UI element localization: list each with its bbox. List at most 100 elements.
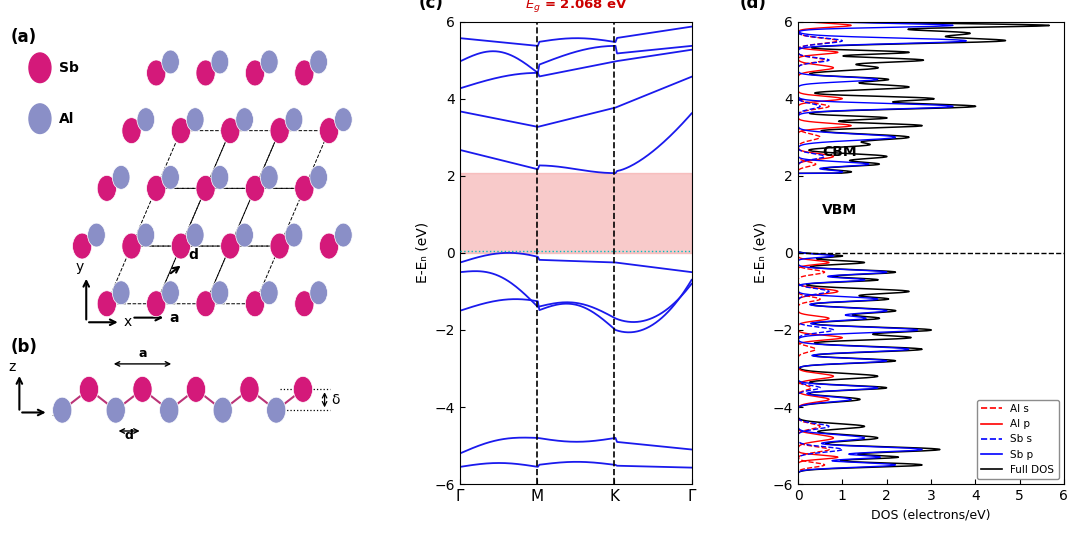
- Circle shape: [310, 50, 327, 74]
- Circle shape: [122, 118, 141, 144]
- Sb s: [792, 268, 805, 275]
- Circle shape: [137, 108, 154, 132]
- Circle shape: [195, 291, 215, 317]
- Circle shape: [245, 175, 265, 201]
- Circle shape: [211, 281, 229, 305]
- Circle shape: [260, 281, 279, 305]
- Circle shape: [187, 223, 204, 247]
- Line: Sb p: Sb p: [798, 22, 967, 484]
- X-axis label: DOS (electrons/eV): DOS (electrons/eV): [872, 508, 990, 522]
- Circle shape: [147, 175, 166, 201]
- Al p: [792, 268, 805, 275]
- Circle shape: [220, 233, 240, 259]
- Sb p: [877, 268, 890, 275]
- Text: a: a: [170, 312, 179, 325]
- Al s: [792, 256, 805, 263]
- Circle shape: [295, 175, 314, 201]
- Text: a: a: [138, 347, 147, 360]
- Circle shape: [195, 60, 215, 86]
- Al s: [792, 18, 805, 25]
- Circle shape: [310, 166, 327, 189]
- Legend: Al s, Al p, Sb s, Sb p, Full DOS: Al s, Al p, Sb s, Sb p, Full DOS: [977, 400, 1058, 479]
- Circle shape: [294, 377, 312, 402]
- Text: d: d: [188, 248, 198, 263]
- Circle shape: [220, 118, 240, 144]
- Line: Full DOS: Full DOS: [798, 22, 1050, 484]
- Sb p: [792, 117, 805, 123]
- Sb s: [792, 481, 805, 487]
- Text: CBM: CBM: [822, 145, 858, 159]
- Full DOS: [825, 18, 838, 25]
- Line: Al s: Al s: [798, 22, 838, 484]
- Line: Al p: Al p: [798, 22, 851, 484]
- Sb s: [792, 256, 805, 263]
- Sb p: [808, 32, 821, 38]
- Al s: [818, 268, 831, 275]
- Full DOS: [950, 32, 963, 38]
- Circle shape: [195, 175, 215, 201]
- Circle shape: [310, 281, 327, 305]
- Circle shape: [133, 377, 152, 402]
- Sb s: [792, 457, 805, 464]
- Circle shape: [240, 377, 259, 402]
- Sb p: [825, 457, 838, 464]
- Circle shape: [235, 108, 254, 132]
- Circle shape: [270, 233, 289, 259]
- Circle shape: [87, 223, 105, 247]
- Circle shape: [285, 223, 302, 247]
- Al p: [799, 256, 812, 263]
- Y-axis label: E-Eₙ (eV): E-Eₙ (eV): [415, 222, 429, 284]
- Circle shape: [211, 50, 229, 74]
- Circle shape: [72, 233, 92, 259]
- Full DOS: [812, 256, 825, 263]
- Full DOS: [834, 457, 847, 464]
- Circle shape: [267, 397, 286, 423]
- Sb p: [792, 481, 805, 487]
- Sb s: [796, 32, 809, 38]
- Circle shape: [335, 108, 352, 132]
- Circle shape: [320, 118, 339, 144]
- Text: y: y: [76, 260, 83, 274]
- Text: z: z: [9, 360, 16, 374]
- Circle shape: [147, 60, 166, 86]
- Circle shape: [80, 377, 98, 402]
- Text: (d): (d): [740, 0, 767, 12]
- Text: $E_g$ = 2.068 eV: $E_g$ = 2.068 eV: [525, 0, 627, 15]
- Circle shape: [160, 397, 179, 423]
- Circle shape: [53, 397, 72, 423]
- Circle shape: [172, 233, 190, 259]
- Full DOS: [948, 32, 961, 38]
- Al p: [792, 32, 805, 38]
- Circle shape: [172, 118, 190, 144]
- Text: x: x: [124, 315, 132, 329]
- Sb s: [792, 18, 805, 25]
- Circle shape: [29, 53, 51, 83]
- Al p: [799, 18, 812, 25]
- Al s: [796, 32, 809, 38]
- Circle shape: [335, 223, 352, 247]
- Al p: [800, 457, 813, 464]
- Al s: [795, 32, 808, 38]
- Text: (b): (b): [11, 338, 38, 357]
- Circle shape: [137, 223, 154, 247]
- Sb p: [811, 32, 824, 38]
- Text: Sb: Sb: [58, 61, 79, 75]
- Circle shape: [162, 166, 179, 189]
- Circle shape: [260, 50, 279, 74]
- Bar: [460, 173, 691, 253]
- Sb s: [792, 117, 805, 123]
- Text: (c): (c): [418, 0, 444, 12]
- Text: δ: δ: [332, 393, 340, 407]
- Al p: [792, 32, 805, 38]
- Circle shape: [147, 291, 166, 317]
- Circle shape: [162, 281, 179, 305]
- Y-axis label: E-Eₙ (eV): E-Eₙ (eV): [753, 222, 767, 284]
- Circle shape: [245, 60, 265, 86]
- Full DOS: [850, 117, 863, 123]
- Circle shape: [112, 281, 130, 305]
- Text: d: d: [124, 429, 134, 442]
- Circle shape: [285, 108, 302, 132]
- Circle shape: [97, 175, 117, 201]
- Circle shape: [295, 60, 314, 86]
- Text: VBM: VBM: [822, 203, 858, 217]
